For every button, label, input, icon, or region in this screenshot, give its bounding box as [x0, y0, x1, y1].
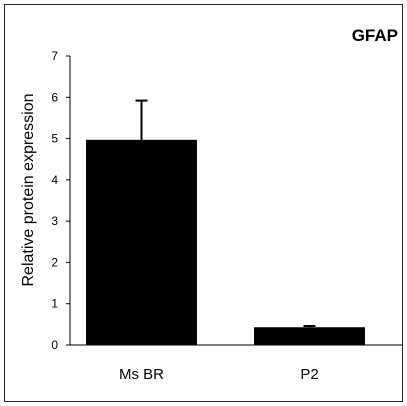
- y-tick-label: 3: [51, 214, 58, 228]
- y-tick-label: 1: [51, 297, 58, 311]
- bar: [86, 139, 197, 345]
- y-tick-label: 5: [51, 132, 58, 146]
- x-tick-label: P2: [300, 366, 318, 383]
- chart-title: GFAP: [352, 26, 398, 45]
- plot-area: 0 1 2 3 4 5 6 7 Ms BR P2: [51, 49, 402, 383]
- bar: [254, 327, 365, 345]
- y-tick-label: 7: [51, 49, 58, 63]
- y-tick-label: 4: [51, 173, 58, 187]
- y-tick-label: 0: [51, 338, 58, 352]
- y-tick-label: 6: [51, 90, 58, 104]
- y-axis-title: Relative protein expression: [20, 94, 37, 287]
- y-tick-label: 2: [51, 255, 58, 269]
- x-tick-label: Ms BR: [119, 366, 164, 383]
